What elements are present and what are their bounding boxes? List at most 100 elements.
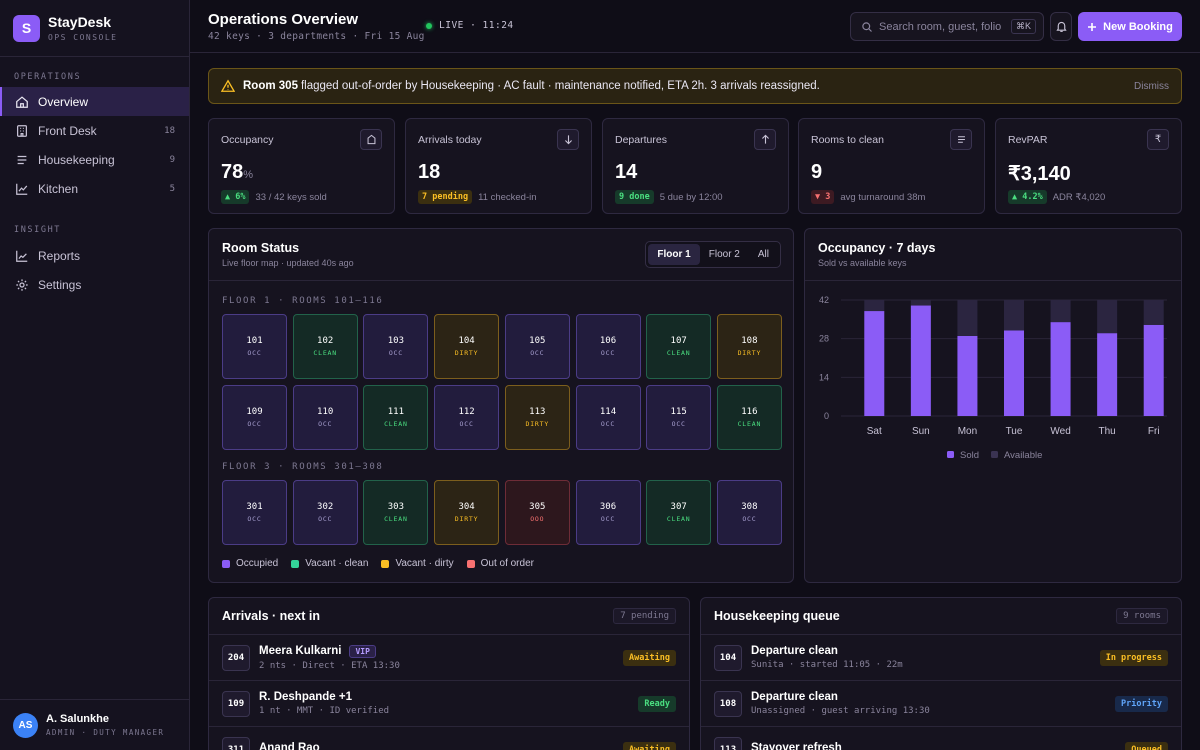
- room-tile-308[interactable]: 308 OCC: [716, 480, 782, 545]
- room-status: OCC: [388, 349, 403, 357]
- room-number: 108: [741, 336, 758, 346]
- tab-floor-2[interactable]: Floor 2: [708, 249, 740, 260]
- kpi-number: ₹3,140: [1008, 163, 1071, 185]
- nav-count: 5: [169, 183, 175, 194]
- room-tile-111[interactable]: 111 CLEAN: [363, 384, 429, 450]
- room-number: 308: [741, 502, 758, 512]
- status-badge: Awaiting: [623, 649, 676, 666]
- room-tile-108[interactable]: 108 DIRTY: [716, 314, 782, 379]
- list-item[interactable]: 204 Meera Kulkarni VIP 2 nts · Direct · E…: [209, 635, 689, 681]
- task-name: Departure clean: [751, 645, 838, 657]
- panel-title: Arrivals · next in: [222, 609, 320, 623]
- legend-label: Vacant · dirty: [395, 558, 454, 569]
- room-tile-112[interactable]: 112 OCC: [434, 384, 500, 450]
- room-tile-102[interactable]: 102 CLEAN: [292, 314, 358, 379]
- room-tile-104[interactable]: 104 DIRTY: [434, 314, 500, 379]
- room-tile-103[interactable]: 103 OCC: [363, 314, 429, 379]
- room-tile-303[interactable]: 303 CLEAN: [363, 480, 429, 545]
- room-tile-115[interactable]: 115 OCC: [646, 384, 712, 450]
- room-status: DIRTY: [525, 419, 550, 428]
- room-number: 304: [458, 502, 475, 512]
- room-tile-107[interactable]: 107 CLEAN: [646, 314, 712, 379]
- room-tile-101[interactable]: 101 OCC: [222, 314, 287, 379]
- room-tile-114[interactable]: 114 OCC: [575, 384, 641, 450]
- list-item[interactable]: 113 Stayover refresh Queued: [701, 727, 1181, 750]
- room-tile-301[interactable]: 301 OCC: [222, 480, 287, 545]
- list-icon: [17, 155, 27, 164]
- room-number: 111: [387, 406, 405, 417]
- guest-name: Meera Kulkarni VIP: [259, 644, 400, 658]
- x-tick-label: Tue: [1006, 426, 1023, 437]
- building-icon: [17, 124, 27, 137]
- trend-icon: [16, 183, 28, 195]
- kpi-value: ₹3,140: [1008, 161, 1071, 186]
- dismiss-button[interactable]: Dismiss: [1134, 80, 1169, 92]
- task-name: Stayover refresh: [751, 742, 842, 750]
- brand-subtitle: OPS CONSOLE: [48, 33, 118, 42]
- search-shortcut: ⌘K: [1010, 19, 1036, 34]
- bar-available-fri: [1143, 300, 1164, 325]
- bar-sold-sun: [910, 305, 931, 416]
- legend-item: Vacant · clean: [291, 558, 368, 569]
- tab-all[interactable]: All: [757, 249, 769, 260]
- user-name: A. Salunkhe: [46, 713, 109, 725]
- sidebar-item-kitchen[interactable]: Kitchen 5: [0, 174, 189, 203]
- search-input[interactable]: [879, 20, 1005, 33]
- room-tile-109[interactable]: 109 OCC: [222, 384, 287, 450]
- room-number: 103: [387, 336, 405, 346]
- y-tick-label: 28: [819, 334, 829, 344]
- room-tile-302[interactable]: 302 OCC: [292, 480, 358, 545]
- room-tile-110[interactable]: 110 OCC: [292, 384, 358, 450]
- x-tick-label: Wed: [1050, 426, 1070, 437]
- housekeeping-panel: Housekeeping queue 9 rooms 104 Departure…: [700, 597, 1182, 750]
- room-number: 108: [714, 690, 742, 717]
- kpi-number: 14: [615, 161, 638, 183]
- list-item[interactable]: 109 R. Deshpande +1 1 nt · MMT · ID veri…: [209, 681, 689, 727]
- kpi-value: 18: [418, 161, 440, 184]
- sidebar-item-housekeeping[interactable]: Housekeeping 9: [0, 145, 189, 174]
- legend-label: Available: [1004, 450, 1042, 461]
- room-tile-105[interactable]: 105 OCC: [504, 314, 570, 379]
- search-box[interactable]: ⌘K: [850, 12, 1044, 41]
- task-details: Sunita · started 11:05 · 22m: [751, 660, 903, 670]
- x-tick-label: Thu: [1099, 426, 1116, 437]
- new-booking-label: New Booking: [1103, 20, 1173, 33]
- x-tick-label: Fri: [1148, 426, 1160, 437]
- list-item[interactable]: 311 Anand Rao Awaiting: [209, 727, 689, 750]
- kpi-value: 14: [615, 161, 637, 184]
- list-item[interactable]: 108 Departure clean Unassigned · guest a…: [701, 681, 1181, 727]
- kpi-value: 78%: [221, 161, 253, 184]
- room-tile-304[interactable]: 304 DIRTY: [434, 480, 500, 545]
- new-booking-button[interactable]: New Booking: [1078, 12, 1182, 41]
- room-tile-307[interactable]: 307 CLEAN: [646, 480, 712, 545]
- room-number: 110: [317, 406, 334, 417]
- sidebar-item-settings[interactable]: Settings: [0, 270, 189, 299]
- room-number: 104: [714, 644, 742, 671]
- list-item[interactable]: 104 Departure clean Sunita · started 11:…: [701, 635, 1181, 681]
- legend-swatch: [381, 559, 390, 568]
- guest-name: R. Deshpande +1: [259, 691, 352, 703]
- kpi-number: 78: [221, 161, 244, 183]
- bar-sold-thu: [1097, 333, 1118, 416]
- room-number: 116: [741, 406, 758, 417]
- user-profile[interactable]: AS A. Salunkhe ADMIN · DUTY MANAGER: [0, 699, 190, 750]
- sidebar-item-reports[interactable]: Reports: [0, 241, 189, 270]
- x-tick-label: Sat: [867, 426, 882, 437]
- kpi-card-arrivals: Arrivals today 18 7 pending 11 checked-in: [405, 118, 592, 214]
- legend-label: Vacant · clean: [305, 558, 369, 569]
- sidebar-item-overview[interactable]: Overview: [0, 87, 189, 116]
- list-icon: [950, 129, 972, 150]
- sidebar-item-front-desk[interactable]: Front Desk 18: [0, 116, 189, 145]
- notifications-button[interactable]: [1050, 12, 1072, 41]
- room-tile-116[interactable]: 116 CLEAN: [716, 384, 782, 450]
- legend-label: Out of order: [480, 558, 534, 569]
- tab-floor-1[interactable]: Floor 1: [648, 244, 700, 265]
- room-tile-306[interactable]: 306 OCC: [575, 480, 641, 545]
- kpi-card-rooms-to-clean: Rooms to clean 9 ▼ 3 avg turnaround 38m: [798, 118, 985, 214]
- legend-swatch: [222, 559, 230, 568]
- room-tile-106[interactable]: 106 OCC: [575, 314, 641, 379]
- room-tile-305[interactable]: 305 OOO: [504, 480, 570, 545]
- room-tile-113[interactable]: 113 DIRTY: [504, 384, 570, 450]
- room-status-panel: Room Status Live floor map · updated 40s…: [208, 228, 794, 583]
